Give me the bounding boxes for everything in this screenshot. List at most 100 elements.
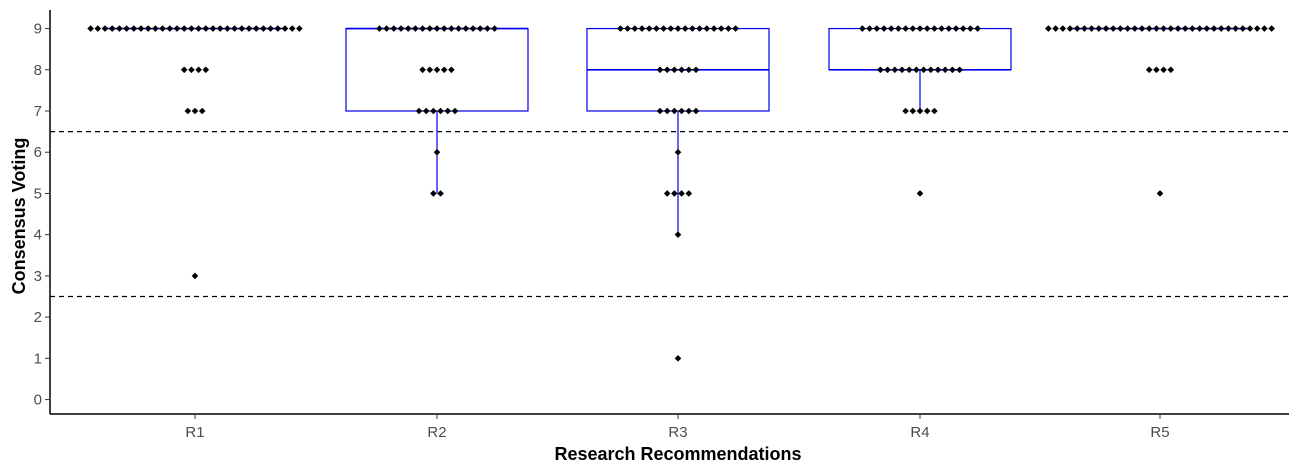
data-point	[967, 25, 974, 32]
data-point	[674, 231, 682, 238]
data-point	[952, 25, 960, 32]
data-point	[101, 25, 109, 32]
data-point	[191, 272, 199, 280]
data-point	[267, 25, 274, 32]
data-point	[198, 107, 206, 115]
data-point	[440, 25, 448, 32]
data-point	[1052, 25, 1059, 32]
data-point	[1225, 25, 1232, 32]
data-point	[433, 25, 441, 32]
data-point	[923, 25, 931, 32]
data-point	[455, 25, 462, 32]
data-point	[725, 25, 732, 32]
data-point	[191, 107, 199, 115]
data-point	[202, 66, 210, 74]
data-point	[209, 25, 217, 32]
data-point	[412, 25, 419, 32]
data-point	[430, 107, 437, 115]
data-point	[916, 25, 924, 32]
data-point	[448, 25, 455, 32]
data-point	[130, 25, 138, 32]
data-point	[1073, 25, 1081, 32]
x-axis-ticks: R1 R2 R3 R4 R5	[185, 414, 1170, 441]
data-point	[884, 66, 891, 74]
data-point	[1138, 25, 1146, 32]
data-point	[1203, 25, 1211, 32]
data-point	[1066, 25, 1074, 32]
data-point	[663, 190, 671, 197]
data-point	[462, 25, 470, 32]
data-point	[920, 66, 927, 74]
data-point	[624, 25, 631, 32]
data-point	[484, 25, 491, 32]
data-point	[1117, 25, 1124, 32]
data-point	[685, 66, 693, 74]
data-point	[638, 25, 646, 32]
data-point	[440, 66, 448, 74]
data-point	[1124, 25, 1131, 32]
data-point	[1156, 190, 1164, 197]
data-point	[671, 190, 678, 197]
data-point	[202, 25, 210, 32]
data-point	[671, 107, 678, 115]
data-point	[671, 66, 678, 74]
data-point	[1145, 25, 1153, 32]
data-point	[1160, 66, 1167, 74]
data-point	[916, 190, 924, 197]
data-point	[931, 107, 938, 115]
data-point	[123, 25, 130, 32]
box-R4	[828, 27, 1012, 71]
data-point	[451, 107, 459, 115]
data-point	[433, 148, 441, 156]
data-point	[224, 25, 231, 32]
data-point	[1153, 66, 1160, 74]
data-point	[281, 25, 289, 32]
data-point	[689, 25, 696, 32]
data-point	[152, 25, 159, 32]
data-point	[663, 66, 671, 74]
data-point	[437, 107, 444, 115]
data-point	[902, 107, 909, 115]
x-axis-title: Research Recommendations	[554, 444, 801, 463]
data-point	[1210, 25, 1218, 32]
data-point	[617, 25, 624, 32]
x-tick-label: R3	[668, 424, 687, 441]
data-point	[108, 25, 116, 32]
data-point	[891, 66, 899, 74]
data-point	[732, 25, 739, 32]
data-point	[1246, 25, 1254, 32]
data-point	[710, 25, 718, 32]
data-point	[877, 66, 884, 74]
y-tick-label: 3	[34, 268, 42, 285]
data-point	[681, 25, 689, 32]
data-point	[180, 66, 188, 74]
data-point	[692, 66, 700, 74]
data-point	[173, 25, 181, 32]
data-point	[137, 25, 145, 32]
data-point	[859, 25, 866, 32]
data-point	[1261, 25, 1268, 32]
y-tick-label: 8	[34, 62, 42, 79]
data-point	[404, 25, 412, 32]
data-point	[685, 190, 693, 197]
x-tick-label: R1	[185, 424, 204, 441]
data-point	[1081, 25, 1088, 32]
data-point	[1045, 25, 1052, 32]
data-point	[1131, 25, 1139, 32]
data-point	[956, 66, 963, 74]
data-point	[974, 25, 981, 32]
data-point	[696, 25, 703, 32]
data-point	[909, 25, 917, 32]
y-axis-title: Consensus Voting	[9, 138, 29, 295]
data-point	[866, 25, 873, 32]
data-point	[491, 25, 498, 32]
data-point	[887, 25, 895, 32]
data-point	[195, 25, 202, 32]
data-point	[931, 25, 938, 32]
data-point	[245, 25, 253, 32]
data-point	[444, 107, 452, 115]
data-point	[1088, 25, 1095, 32]
data-point	[938, 25, 945, 32]
x-tick-label: R5	[1150, 424, 1169, 441]
